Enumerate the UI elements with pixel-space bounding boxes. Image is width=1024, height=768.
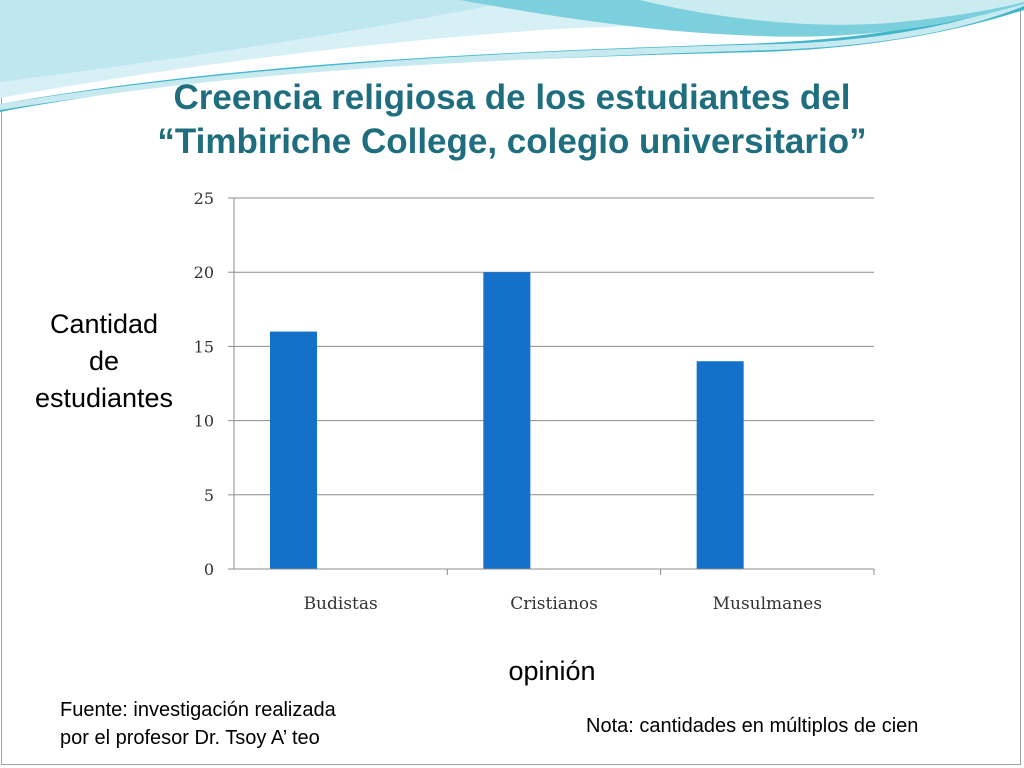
y-tick-label: 5	[204, 486, 214, 505]
quantity-note: Nota: cantidades en múltiplos de cien	[586, 715, 919, 737]
bar-budistas	[270, 331, 317, 569]
y-axis-label-line-3: estudiantes	[34, 383, 174, 413]
source-line-1: Fuente: investigación realizada	[60, 699, 336, 721]
x-axis-label: opinión	[508, 656, 596, 686]
y-tick-label: 20	[194, 263, 214, 282]
y-axis-label: Cantidad de estudiantes	[14, 306, 194, 417]
gridlines	[234, 197, 874, 496]
source-note: Fuente: investigación realizada por el p…	[60, 696, 400, 752]
y-tick-label: 10	[194, 412, 214, 431]
slide-title: Creencia religiosa de los estudiantes de…	[60, 76, 964, 164]
title-line-1: Creencia religiosa de los estudiantes de…	[173, 78, 851, 117]
bar-musulmanes	[696, 361, 744, 569]
axes	[228, 197, 875, 575]
bar-cristianos	[483, 272, 531, 569]
y-tick-label: 0	[204, 560, 214, 579]
source-line-2: por el profesor Dr. Tsoy A’ teo	[60, 727, 320, 749]
y-axis-label-line-1: Cantidad	[49, 309, 159, 339]
header-wave-decoration	[0, 0, 1024, 112]
tick-labels: 0 5 10 15 20 25 Budistas Cristianos Musulmanes	[194, 189, 822, 614]
bars	[270, 272, 744, 569]
x-tick-label: Budistas	[304, 594, 378, 614]
y-tick-label: 25	[194, 189, 214, 208]
title-line-2: “Timbiriche College, colegio universitar…	[157, 122, 867, 161]
x-tick-label: Musulmanes	[713, 594, 822, 614]
y-axis-label-line-2: de	[88, 346, 120, 376]
x-tick-label: Cristianos	[510, 594, 598, 614]
y-tick-label: 15	[194, 337, 214, 356]
